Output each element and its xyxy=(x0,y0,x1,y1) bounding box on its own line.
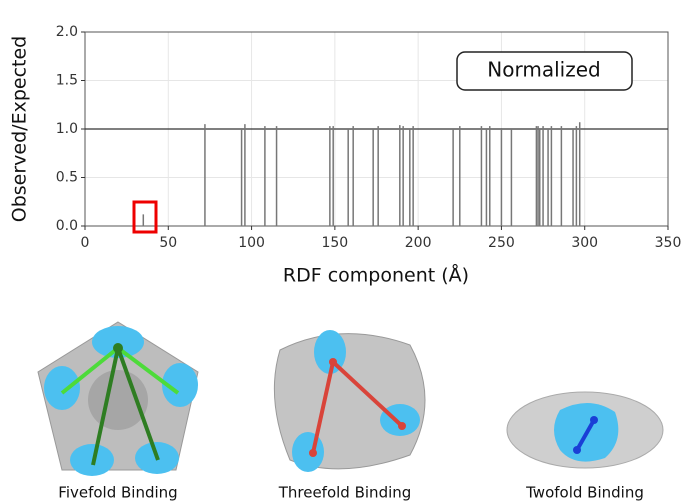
x-tick-label: 250 xyxy=(488,235,515,251)
highlight-box xyxy=(132,200,158,234)
x-tick-label: 0 xyxy=(81,235,90,251)
y-tick-label: 1.0 xyxy=(56,121,78,137)
x-axis-label: RDF component (Å) xyxy=(283,264,469,287)
x-tick-label: 50 xyxy=(159,235,177,251)
y-tick-label: 2.0 xyxy=(56,24,78,40)
panel-caption: Threefold Binding xyxy=(278,484,412,502)
fivefold-illustration xyxy=(37,321,199,476)
y-tick-label: 1.5 xyxy=(56,73,78,89)
y-axis-label: Observed/Expected xyxy=(9,36,31,222)
panel-caption: Twofold Binding xyxy=(525,484,644,502)
x-tick-label: 350 xyxy=(655,235,682,251)
y-tick-label: 0.5 xyxy=(56,170,78,186)
x-tick-label: 300 xyxy=(571,235,598,251)
x-tick-label: 200 xyxy=(405,235,432,251)
x-tick-label: 150 xyxy=(321,235,348,251)
twofold-illustration xyxy=(506,391,664,469)
panel-caption: Fivefold Binding xyxy=(58,484,177,502)
threefold-illustration xyxy=(273,330,426,472)
annotation: Normalized xyxy=(487,58,600,82)
y-tick-label: 0.0 xyxy=(56,218,78,234)
annotation-box xyxy=(456,51,633,91)
x-tick-label: 100 xyxy=(238,235,265,251)
